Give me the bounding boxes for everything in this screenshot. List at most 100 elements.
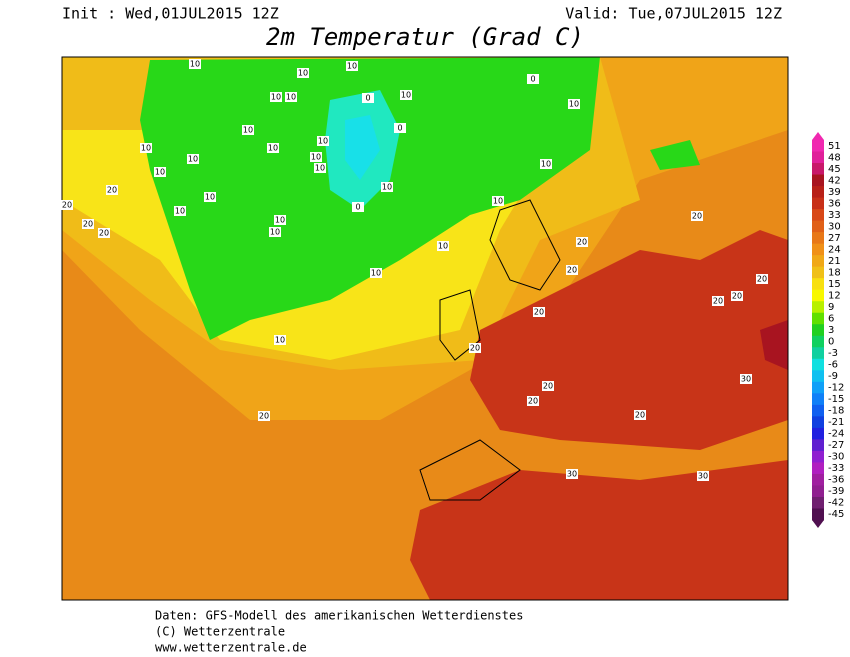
- contour-label-box: [492, 196, 504, 206]
- colorbar-swatch: [812, 416, 824, 429]
- contour-label: 20: [470, 344, 480, 353]
- colorbar-swatch: [812, 209, 824, 222]
- colorbar-label: 24: [828, 244, 841, 255]
- contour-label-box: [140, 143, 152, 153]
- contour-label-box: [437, 241, 449, 251]
- contour-label: 20: [732, 292, 742, 301]
- contour-label-box: [274, 215, 286, 225]
- contour-label: 0: [365, 94, 370, 103]
- colorbar-swatch: [812, 301, 824, 314]
- colorbar-swatch: [812, 151, 824, 164]
- contour-label: 10: [270, 228, 280, 237]
- contour-label-box: [527, 396, 539, 406]
- contour-label: 10: [286, 93, 296, 102]
- valid-time: Valid: Tue,07JUL2015 12Z: [565, 5, 782, 23]
- colorbar-label: 18: [828, 267, 841, 278]
- contour-label: 10: [318, 137, 328, 146]
- colorbar-swatch: [812, 278, 824, 291]
- contour-label: 20: [692, 212, 702, 221]
- contour-label: 10: [155, 168, 165, 177]
- contour-label: 30: [567, 470, 577, 479]
- colorbar-swatch: [812, 496, 824, 509]
- colorbar-swatch: [812, 450, 824, 463]
- colorbar-bottom-arrow: [812, 520, 824, 528]
- contour-label: 20: [83, 220, 93, 229]
- contour-label: 0: [397, 124, 402, 133]
- contour-label: 10: [268, 144, 278, 153]
- colorbar-swatch: [812, 335, 824, 348]
- contour-label-box: [189, 59, 201, 69]
- contour-label: 10: [190, 60, 200, 69]
- colorbar-label: 15: [828, 279, 841, 290]
- contour-label: 10: [569, 100, 579, 109]
- contour-label: 10: [271, 93, 281, 102]
- contour-label: 20: [543, 382, 553, 391]
- colorbar-swatch: [812, 473, 824, 486]
- colorbar-swatch: [812, 462, 824, 475]
- colorbar-swatch: [812, 312, 824, 325]
- contour-label: 20: [62, 201, 72, 210]
- colorbar-label: -39: [828, 486, 844, 497]
- contour-label-box: [106, 185, 118, 195]
- colorbar-label: 9: [828, 302, 834, 313]
- contour-label: 10: [188, 155, 198, 164]
- contour-label-box: [297, 68, 309, 78]
- contour-label-box: [370, 268, 382, 278]
- contour-label-box: [566, 265, 578, 275]
- contour-label: 10: [311, 153, 321, 162]
- contour-label-box: [352, 202, 364, 212]
- colorbar-label: 0: [828, 337, 834, 348]
- contour-label-box: [712, 296, 724, 306]
- colorbar-swatch: [812, 393, 824, 406]
- contour-label: 20: [107, 186, 117, 195]
- colorbar-label: -12: [828, 383, 844, 394]
- contour-label-box: [187, 154, 199, 164]
- colorbar-swatch: [812, 439, 824, 452]
- contour-label: 20: [534, 308, 544, 317]
- colorbar-label: -33: [828, 463, 844, 474]
- contour-label-box: [527, 74, 539, 84]
- colorbar-label: -3: [828, 348, 838, 359]
- init-time: Init : Wed,01JUL2015 12Z: [62, 5, 279, 23]
- contour-label: 20: [528, 397, 538, 406]
- contour-label-box: [204, 192, 216, 202]
- contour-label-box: [756, 274, 768, 284]
- contour-label-box: [381, 182, 393, 192]
- contour-label: 0: [530, 75, 535, 84]
- contour-label: 20: [635, 411, 645, 420]
- contour-label: 10: [541, 160, 551, 169]
- footer-url: www.wetterzentrale.de: [155, 641, 307, 655]
- map: [62, 57, 788, 600]
- contour-label: 10: [371, 269, 381, 278]
- colorbar-swatch: [812, 427, 824, 440]
- colorbar-label: 21: [828, 256, 841, 267]
- contour-label-box: [61, 200, 73, 210]
- contour-label: 0: [355, 203, 360, 212]
- contour-label-box: [634, 410, 646, 420]
- contour-label: 20: [259, 412, 269, 421]
- coastline: [419, 199, 561, 501]
- contour-label-box: [174, 206, 186, 216]
- contour-label: 10: [401, 91, 411, 100]
- colorbar-top-arrow: [812, 132, 824, 140]
- colorbar-label: 42: [828, 175, 841, 186]
- colorbar-swatch: [812, 324, 824, 337]
- colorbar-swatch: [812, 243, 824, 256]
- contour-label-box: [267, 143, 279, 153]
- colorbar-label: -24: [828, 429, 844, 440]
- colorbar-label: 39: [828, 187, 841, 198]
- colorbar-label: -45: [828, 509, 844, 520]
- colorbar-swatch: [812, 508, 824, 521]
- colorbar-label: -9: [828, 371, 838, 382]
- map-title: 2m Temperatur (Grad C): [266, 23, 584, 51]
- colorbar-label: -18: [828, 406, 844, 417]
- contour-label-box: [154, 167, 166, 177]
- contour-label: 10: [141, 144, 151, 153]
- contour-label: 10: [315, 164, 325, 173]
- contour-label: 10: [205, 193, 215, 202]
- contour-label: 10: [243, 126, 253, 135]
- colorbar-label: 51: [828, 141, 841, 152]
- colorbar-label: -27: [828, 440, 844, 451]
- colorbar-swatch: [812, 289, 824, 302]
- colorbar-label: -36: [828, 475, 844, 486]
